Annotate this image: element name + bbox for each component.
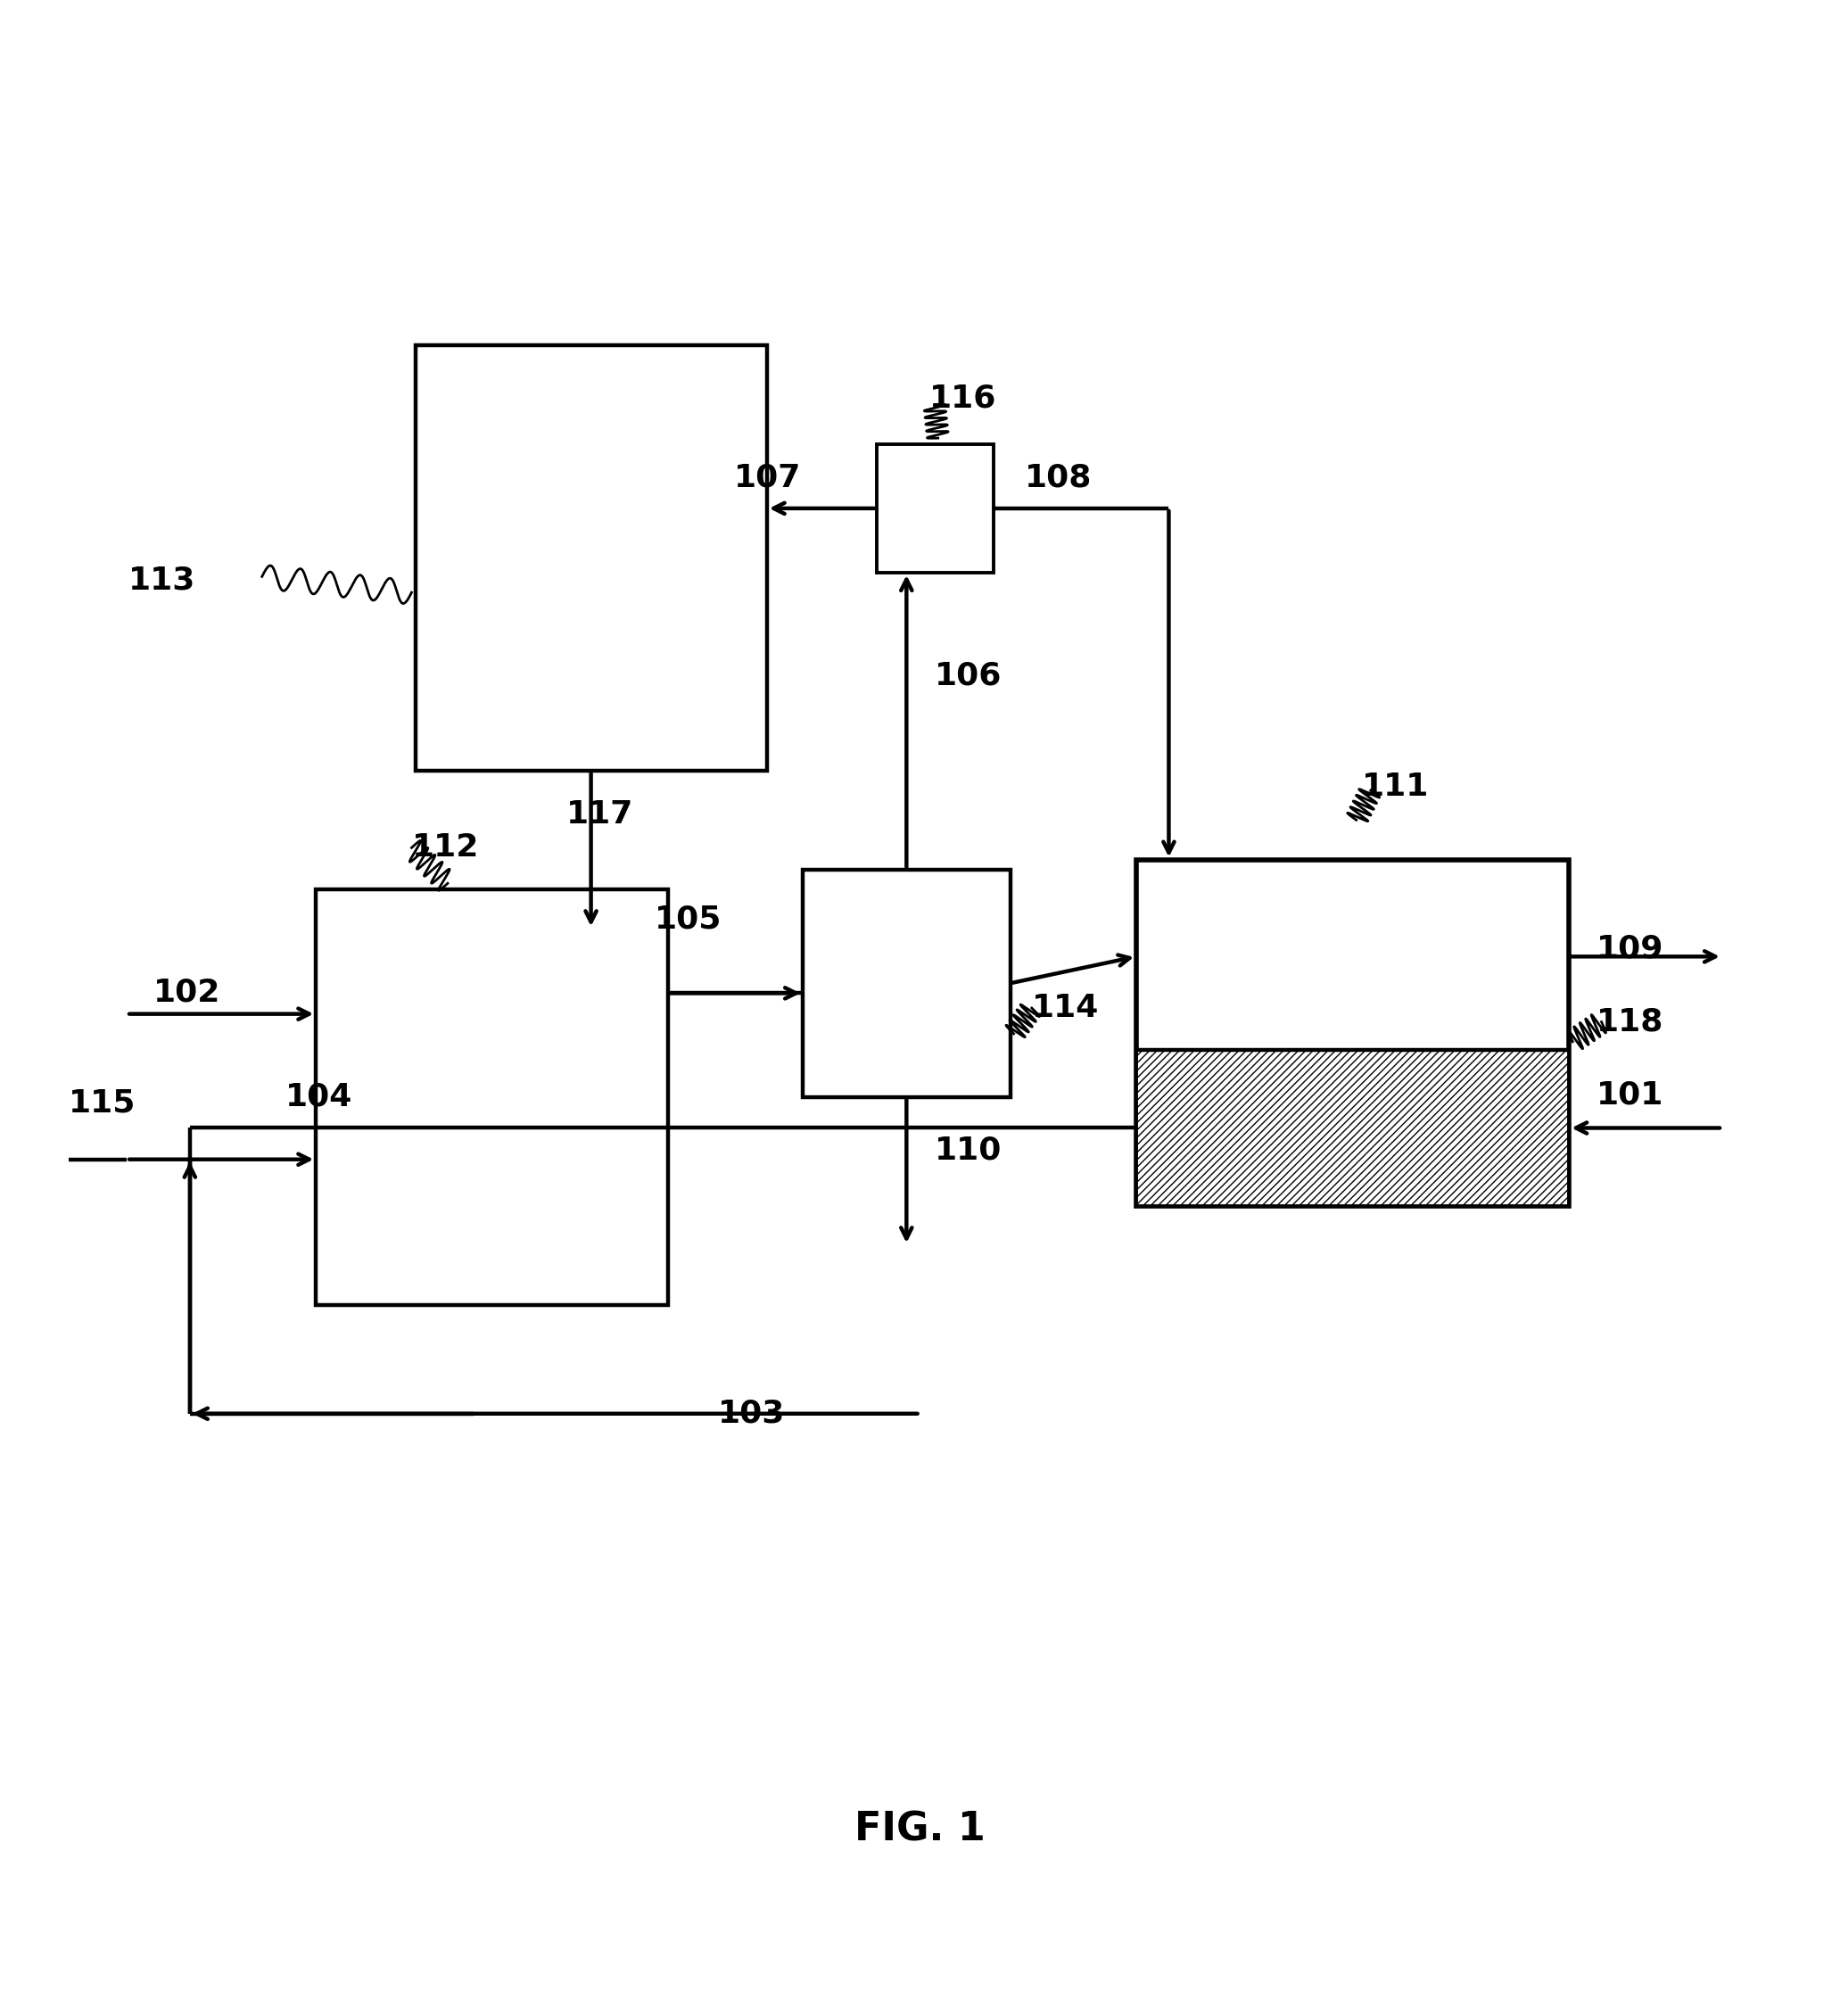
Text: 107: 107 [734, 462, 800, 492]
Text: 101: 101 [1595, 1081, 1663, 1111]
Text: 116: 116 [929, 383, 995, 413]
Text: 117: 117 [567, 798, 633, 829]
Bar [316, 889, 668, 1304]
Text: 115: 115 [70, 1089, 136, 1119]
Text: 112: 112 [412, 833, 478, 863]
Bar [1137, 859, 1570, 1206]
Text: 111: 111 [1362, 772, 1430, 802]
Bar [802, 869, 1010, 1097]
Text: 103: 103 [718, 1399, 786, 1429]
Text: 110: 110 [935, 1135, 1001, 1165]
Text: 113: 113 [129, 564, 195, 597]
Text: 106: 106 [935, 661, 1001, 691]
Text: 108: 108 [1025, 462, 1091, 492]
Text: 102: 102 [155, 978, 221, 1008]
Text: 104: 104 [285, 1083, 353, 1113]
Text: 105: 105 [655, 903, 721, 933]
Text: 114: 114 [1032, 992, 1098, 1024]
Text: 118: 118 [1595, 1006, 1663, 1036]
Text: FIG. 1: FIG. 1 [854, 1810, 986, 1849]
Bar [876, 444, 994, 573]
Bar [1137, 1050, 1570, 1206]
Bar [416, 345, 767, 770]
Text: 109: 109 [1595, 933, 1663, 964]
